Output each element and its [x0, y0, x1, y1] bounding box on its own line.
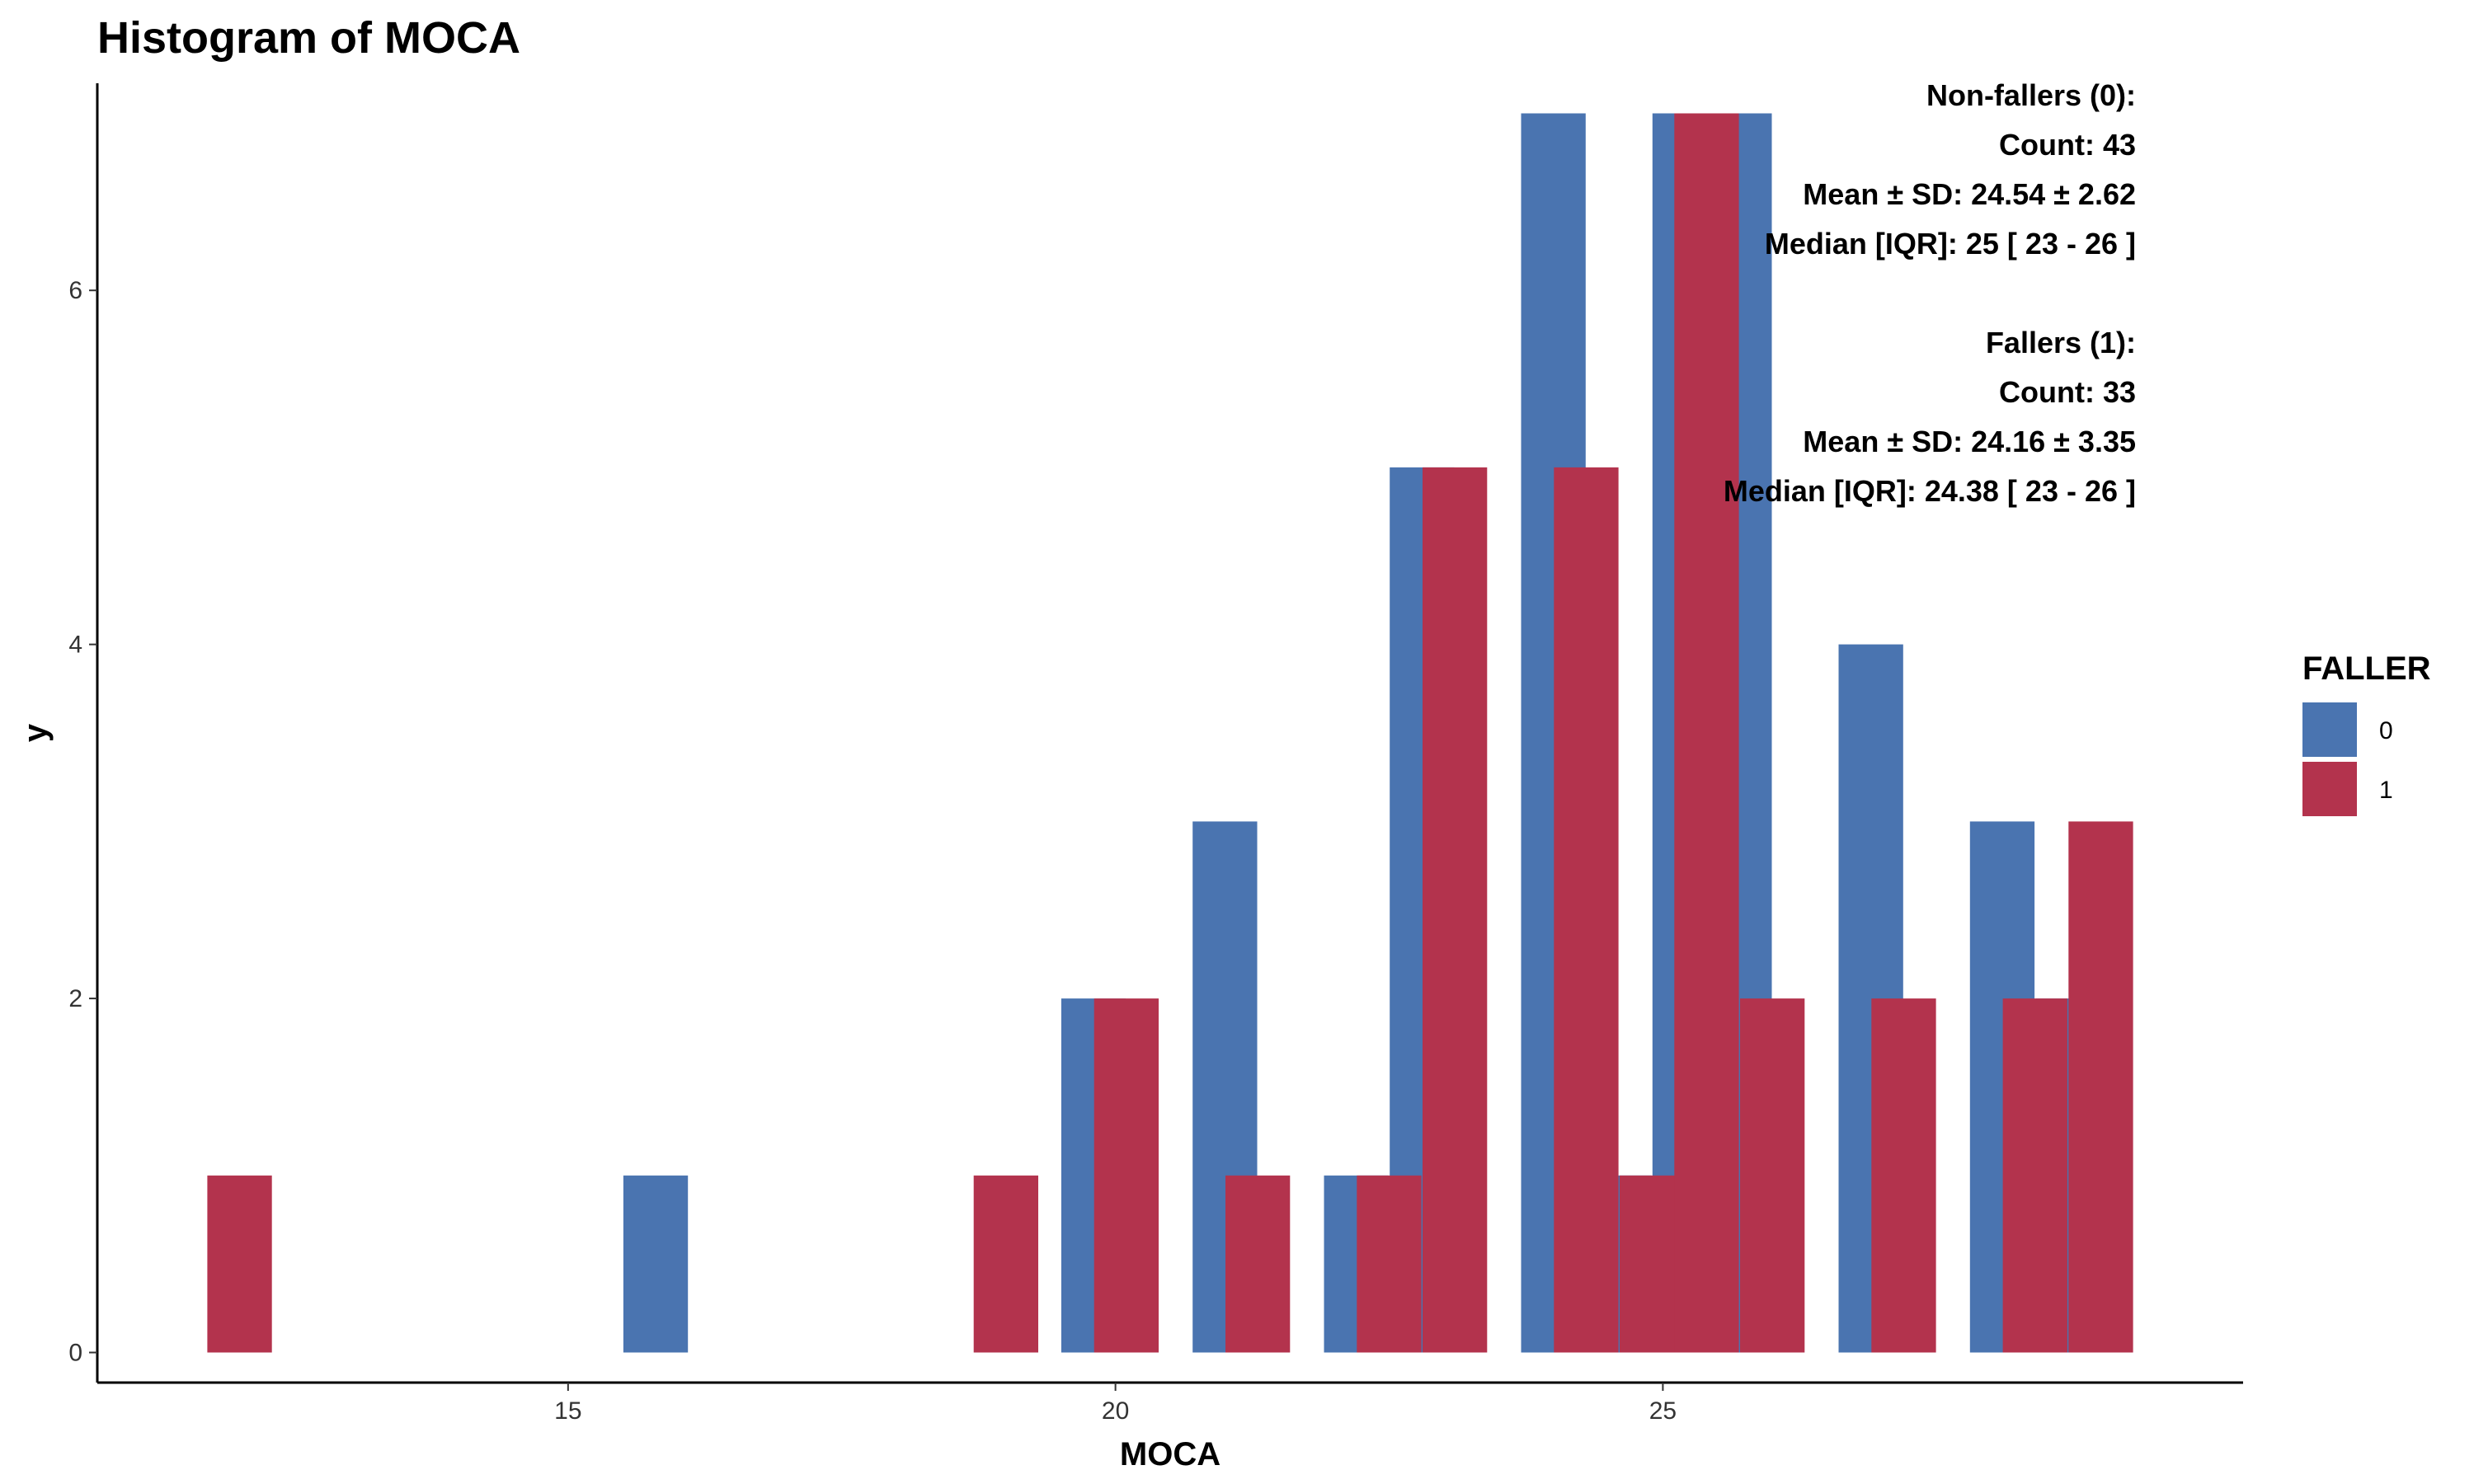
annotation-line-1: Count: 43 — [1999, 128, 2136, 162]
summary-annotations: Non-fallers (0): Count: 43 Mean ± SD: 24.5… — [1724, 78, 2136, 508]
annotation-line-5: Fallers (1): — [1986, 326, 2136, 359]
legend-label-0: 0 — [2379, 717, 2393, 744]
bar-faller-1-0 — [207, 1175, 272, 1353]
y-axis-title: y — [17, 723, 54, 742]
bar-faller-1-10 — [1871, 998, 1936, 1353]
legend: FALLER 0 1 — [2302, 650, 2431, 816]
annotation-line-2: Mean ± SD: 24.54 ± 2.62 — [1803, 177, 2136, 211]
bar-faller-1-11 — [2002, 998, 2067, 1353]
legend-label-1: 1 — [2379, 777, 2393, 804]
x-ticks: 15 20 25 — [554, 1383, 1677, 1425]
bar-faller-1-3 — [1225, 1175, 1291, 1353]
y-tick-label-2: 2 — [68, 985, 82, 1012]
x-axis-title: MOCA — [1120, 1436, 1221, 1472]
bar-faller-1-5 — [1423, 467, 1488, 1353]
bar-faller-1-4 — [1357, 1175, 1422, 1353]
bar-faller-1-6 — [1554, 467, 1619, 1353]
x-tick-label-20: 20 — [1102, 1397, 1129, 1425]
bar-faller-1-7 — [1620, 1175, 1685, 1353]
bar-faller-1-2 — [1094, 998, 1159, 1353]
bar-faller-0-0 — [623, 1175, 689, 1353]
legend-swatch-0 — [2302, 702, 2357, 757]
bar-faller-1-1 — [973, 1175, 1038, 1353]
y-tick-label-6: 6 — [68, 277, 82, 304]
bar-faller-1-9 — [1740, 998, 1805, 1353]
x-tick-label-25: 25 — [1649, 1397, 1677, 1425]
legend-swatch-1 — [2302, 762, 2357, 816]
annotation-line-8: Median [IQR]: 24.38 [ 23 - 26 ] — [1724, 474, 2136, 508]
annotation-line-3: Median [IQR]: 25 [ 23 - 26 ] — [1765, 227, 2136, 261]
annotation-line-0: Non-fallers (0): — [1926, 78, 2136, 112]
bar-faller-1-12 — [2068, 821, 2133, 1353]
y-ticks: 0 2 4 6 — [68, 277, 97, 1366]
annotation-line-6: Count: 33 — [1999, 375, 2136, 409]
bars-layer — [207, 113, 2133, 1353]
y-tick-label-0: 0 — [68, 1339, 82, 1366]
y-tick-label-4: 4 — [68, 632, 82, 659]
legend-title: FALLER — [2302, 650, 2431, 687]
bar-faller-1-8 — [1674, 113, 1739, 1353]
annotation-line-7: Mean ± SD: 24.16 ± 3.35 — [1803, 425, 2136, 458]
x-tick-label-15: 15 — [554, 1397, 581, 1425]
chart-title: Histogram of MOCA — [97, 13, 520, 63]
